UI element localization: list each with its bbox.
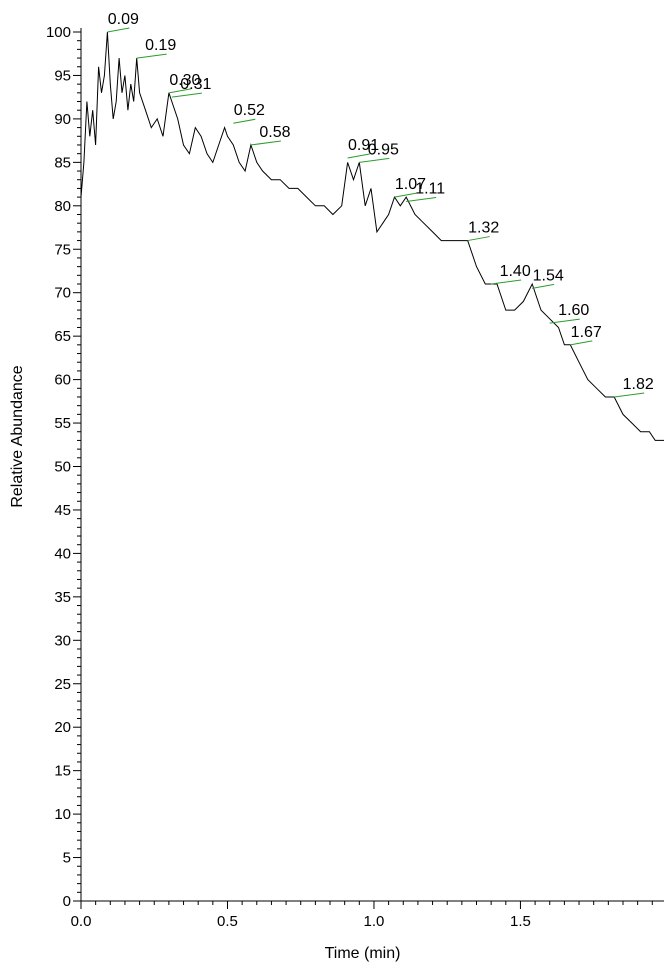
tick-marks [73,31,653,909]
peak-label: 1.82 [623,376,654,393]
chromatogram-trace [80,31,664,441]
peak-label: 1.07 [395,176,426,193]
y-tick-label: 65 [54,328,71,345]
peak-label: 1.32 [468,220,499,237]
peak-label: 1.60 [558,302,589,319]
y-tick-label: 95 [54,67,71,84]
x-tick-label: 1.0 [364,913,385,930]
tick-labels: 0 5 10 15 20 25 30 35 40 45 50 55 60 65 70 75 80 85 90 95 10… [46,24,531,930]
peak-leader-line [168,88,191,94]
y-tick-label: 85 [54,154,71,171]
y-tick-label: 35 [54,589,71,606]
y-tick-label: 50 [54,459,71,476]
y-tick-label: 0 [63,893,71,910]
axes [80,28,664,902]
peak-leader-line [491,279,522,285]
y-tick-label: 25 [54,676,71,693]
peak-leader-line [359,157,390,163]
peak-label: 1.40 [500,263,531,280]
y-tick-label: 10 [54,806,71,823]
y-tick-label: 80 [54,198,71,215]
peak-leader-line [136,53,167,59]
peak-label: 0.58 [259,124,290,141]
peak-label: 0.30 [169,72,200,89]
y-tick-label: 100 [46,24,71,41]
y-tick-label: 60 [54,372,71,389]
peak-leader-line [171,92,202,98]
peak-label: 0.09 [108,11,139,28]
x-axis-title: Time (min) [325,945,401,962]
y-tick-label: 30 [54,632,71,649]
peak-leader-line [107,27,130,33]
peak-labels: 0.09 0.19 0.300.31 0.52 0.58 0.910.95 1.071.11… [107,11,654,398]
y-tick-label: 90 [54,111,71,128]
peak-leader-line [570,340,593,346]
y-tick-label: 70 [54,285,71,302]
peak-label: 1.54 [533,267,564,284]
y-tick-label: 45 [54,502,71,519]
peak-label: 1.11 [415,180,445,197]
y-tick-label: 75 [54,241,71,258]
peak-label: 0.31 [180,76,211,93]
peak-label: 0.52 [234,102,265,119]
peak-label: 1.67 [571,324,602,341]
peak-leader-line [614,392,645,398]
peak-label: 0.95 [368,141,399,158]
peak-leader-line [467,236,490,242]
y-tick-label: 20 [54,719,71,736]
y-axis-title: Relative Abundance [9,365,26,507]
peak-label: 0.91 [348,137,379,154]
y-tick-label: 55 [54,415,71,432]
peak-leader-line [233,118,256,124]
peak-leader-line [406,196,437,202]
peak-leader-line [250,140,281,146]
peak-leader-line [532,283,555,289]
y-tick-label: 15 [54,763,71,780]
y-tick-label: 40 [54,545,71,562]
x-tick-label: 1.5 [510,913,531,930]
peak-label: 0.19 [145,37,176,54]
peak-leader-line [394,192,417,198]
x-tick-label: 0.0 [71,913,92,930]
peak-leader-line [549,318,580,324]
x-tick-label: 0.5 [217,913,238,930]
peak-leader-line [347,153,370,159]
y-tick-label: 5 [63,850,71,867]
